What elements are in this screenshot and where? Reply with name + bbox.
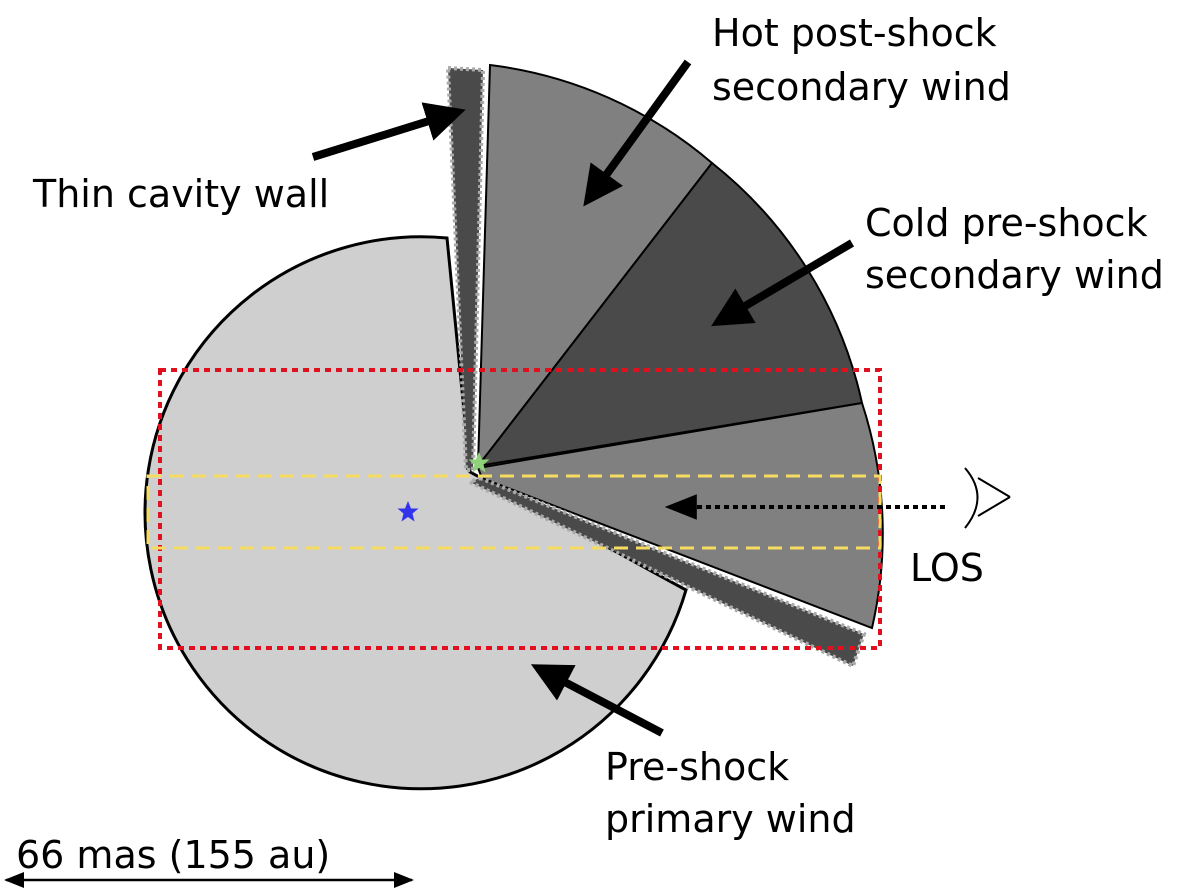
label: secondary wind [712, 65, 1011, 109]
primary-wind [143, 235, 688, 791]
label: Hot post-shock [712, 11, 997, 55]
label: secondary wind [865, 253, 1164, 297]
label: Thin cavity wall [32, 172, 329, 216]
secondary-star [468, 452, 490, 473]
cavity-wall-lower [465, 475, 867, 669]
arrow [311, 102, 466, 161]
arrow [711, 239, 855, 327]
hot-post-shock-upper [476, 63, 714, 470]
arrow [583, 59, 692, 207]
label: Cold pre-shock [865, 201, 1148, 245]
yellow-aperture [146, 474, 882, 550]
arrow [530, 664, 664, 737]
scale-label: 66 mas (155 au) [16, 833, 330, 877]
eye [964, 467, 1011, 529]
label: primary wind [605, 797, 856, 841]
label: LOS [910, 546, 984, 590]
cavity-wall-upper [445, 65, 486, 472]
primary-star [397, 501, 419, 522]
label: Pre-shock [605, 745, 789, 789]
